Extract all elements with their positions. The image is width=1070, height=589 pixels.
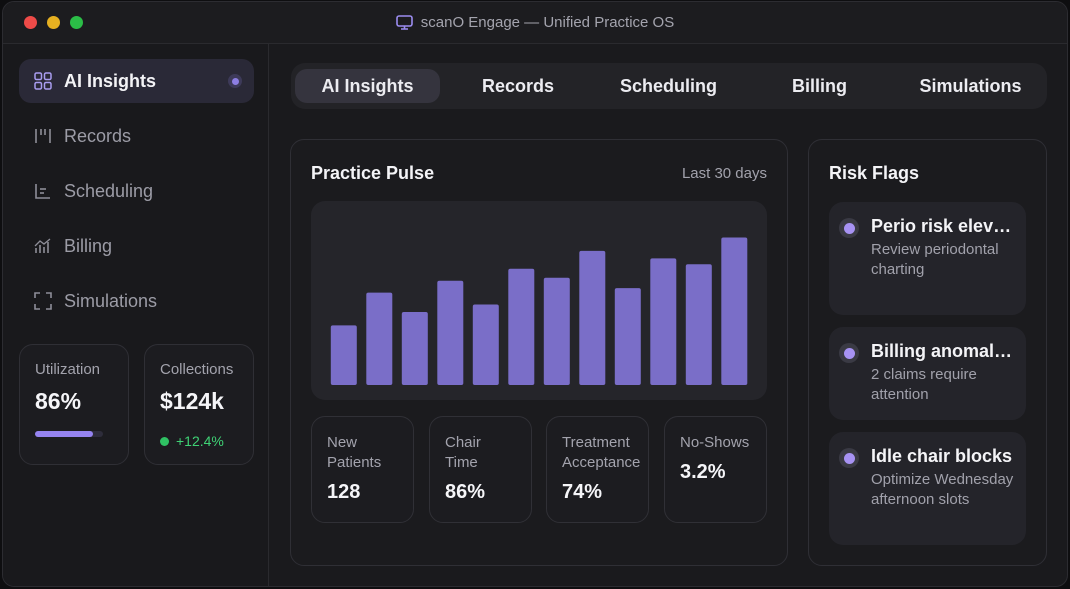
chart-bar-12 xyxy=(721,237,748,385)
collections-trend-value: +12.4% xyxy=(176,433,224,449)
sidebar-item-label: Billing xyxy=(64,235,113,256)
risk-dot-icon xyxy=(839,218,859,238)
risk-flag-item[interactable]: Perio risk elevated Review periodontal c… xyxy=(829,202,1026,315)
close-window-button[interactable] xyxy=(24,16,37,29)
chart-bar-5 xyxy=(472,304,499,385)
date-range-label: Last 30 days xyxy=(681,165,767,182)
tab-simulations[interactable]: Simulations xyxy=(919,75,1022,96)
chart-bar-11 xyxy=(685,264,712,385)
main-tab-bar: AI Insights Records Scheduling Billing S… xyxy=(291,63,1047,109)
risk-flag-desc: Optimize Wednesday afternoon slots xyxy=(871,471,1014,508)
risk-flag-desc: 2 claims require attention xyxy=(871,366,977,403)
collections-label: Collections xyxy=(160,361,234,378)
chart-axis-icon xyxy=(34,182,52,200)
metric-label: No-Shows xyxy=(680,434,750,451)
metric-value: 128 xyxy=(327,481,361,503)
metric-value: 86% xyxy=(445,481,486,503)
utilization-label: Utilization xyxy=(35,361,101,378)
utilization-card: Utilization 86% xyxy=(19,344,129,465)
sidebar-item-label: Records xyxy=(64,125,132,146)
chart-bar-4 xyxy=(437,280,464,385)
utilization-progress-bar xyxy=(35,431,103,437)
metric-treatment-acceptance: Treatment Acceptance 74% xyxy=(546,416,649,523)
records-icon xyxy=(34,127,52,145)
grid-icon xyxy=(34,72,52,90)
chart-bar-7 xyxy=(543,277,570,385)
window-title-group: scanO Engage — Unified Practice OS xyxy=(3,14,1067,31)
minimize-window-button[interactable] xyxy=(47,16,60,29)
sidebar-item-ai-insights[interactable]: AI Insights xyxy=(19,59,254,103)
sidebar-item-scheduling[interactable]: Scheduling xyxy=(19,169,254,213)
metric-new-patients: New Patients 128 xyxy=(311,416,414,523)
bar-chart-svg xyxy=(330,237,748,385)
metric-label: Treatment Acceptance xyxy=(562,434,641,471)
risk-flag-item[interactable]: Billing anomalies 2 claims require atten… xyxy=(829,327,1026,420)
active-indicator-dot xyxy=(228,74,242,88)
metric-label: Chair Time xyxy=(445,434,481,471)
bar-chart-icon xyxy=(34,237,52,255)
sidebar-item-billing[interactable]: Billing xyxy=(19,224,254,268)
focus-frame-icon xyxy=(34,292,52,310)
title-bar: scanO Engage — Unified Practice OS xyxy=(3,2,1067,44)
risk-dot-icon xyxy=(839,343,859,363)
metric-chair-time: Chair Time 86% xyxy=(429,416,532,523)
risk-dot-icon xyxy=(839,448,859,468)
collections-card: Collections $124k +12.4% xyxy=(144,344,254,465)
risk-flags-panel: Risk Flags Perio risk elevated Review pe… xyxy=(808,139,1047,566)
window-title: scanO Engage — Unified Practice OS xyxy=(420,14,675,31)
metric-label: New Patients xyxy=(327,434,382,471)
chart-bar-1 xyxy=(330,325,357,385)
chart-bar-8 xyxy=(579,250,606,385)
tab-records[interactable]: Records xyxy=(481,75,555,96)
sidebar: AI Insights Records Scheduling Billing xyxy=(3,44,269,586)
risk-flag-title: Idle chair blocks xyxy=(871,446,1013,466)
tab-billing[interactable]: Billing xyxy=(792,75,847,96)
maximize-window-button[interactable] xyxy=(70,16,83,29)
sidebar-item-label: Simulations xyxy=(64,290,158,311)
sidebar-item-simulations[interactable]: Simulations xyxy=(19,279,254,323)
chart-bar-2 xyxy=(366,292,393,385)
collections-trend: +12.4% xyxy=(160,433,224,449)
risk-flags-title: Risk Flags xyxy=(829,163,920,183)
metric-value: 3.2% xyxy=(680,461,726,483)
practice-pulse-title: Practice Pulse xyxy=(311,163,435,183)
metric-value: 74% xyxy=(562,481,603,503)
tab-ai-insights[interactable]: AI Insights xyxy=(295,69,440,103)
risk-flag-title: Perio risk elevated xyxy=(871,216,1014,236)
chart-bar-6 xyxy=(508,268,535,385)
metric-no-shows: No-Shows 3.2% xyxy=(664,416,767,523)
sidebar-item-label: AI Insights xyxy=(64,70,157,91)
risk-flag-desc: Review periodontal charting xyxy=(871,241,999,278)
tab-scheduling[interactable]: Scheduling xyxy=(619,75,717,96)
sidebar-item-label: Scheduling xyxy=(64,180,154,201)
sidebar-item-records[interactable]: Records xyxy=(19,114,254,158)
practice-pulse-panel: Practice Pulse Last 30 days New Patients… xyxy=(290,139,788,566)
chart-bar-3 xyxy=(401,312,428,385)
trend-up-dot-icon xyxy=(160,436,169,446)
risk-flag-item[interactable]: Idle chair blocks Optimize Wednesday aft… xyxy=(829,432,1026,545)
utilization-progress-fill xyxy=(35,431,94,437)
chart-bar-9 xyxy=(614,288,641,385)
risk-flag-title: Billing anomalies xyxy=(871,341,1014,361)
monitor-icon xyxy=(395,15,413,30)
practice-pulse-chart xyxy=(311,201,767,400)
collections-value: $124k xyxy=(160,388,224,414)
utilization-value: 86% xyxy=(35,388,82,414)
chart-bar-10 xyxy=(650,258,677,385)
